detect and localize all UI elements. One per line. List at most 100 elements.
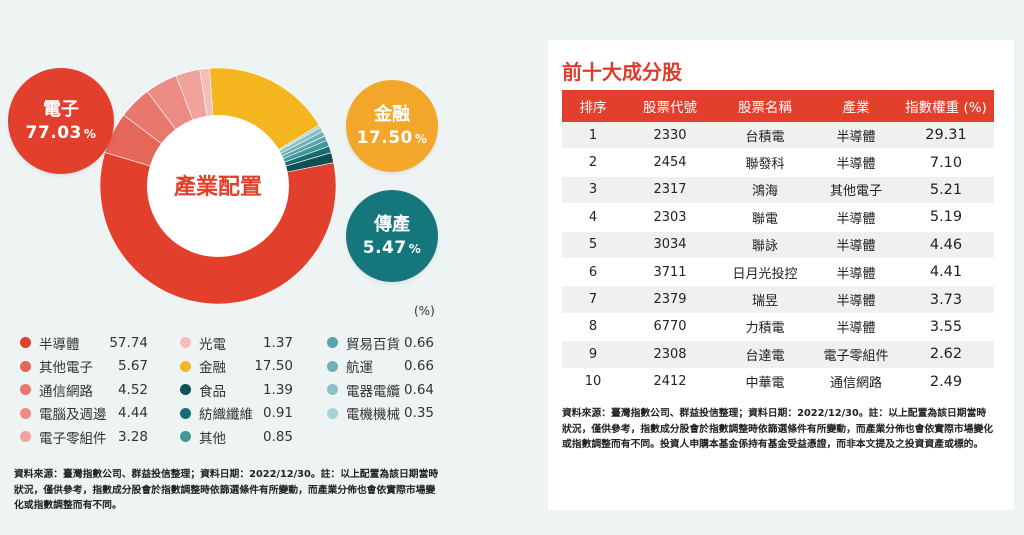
table-cell: 5 (562, 231, 624, 259)
legend-swatch (20, 384, 31, 396)
legend-value: 1.39 (262, 381, 293, 398)
table-cell: 6770 (624, 313, 716, 342)
legend-label: 通信網路 (39, 383, 93, 400)
table-cell: 7 (562, 285, 624, 314)
legend-item: 光電 1.37 (180, 331, 293, 355)
legend-value: 0.91 (262, 405, 293, 422)
table-row: 5 3034 聯詠 半導體 4.46 (562, 231, 994, 259)
table-cell: 電子零組件 (814, 340, 898, 369)
table-cell: 2.49 (898, 368, 994, 396)
table-header-cell: 股票名稱 (716, 90, 814, 122)
table-cell: 4.46 (898, 231, 994, 259)
table-cell: 6 (562, 258, 624, 287)
table-row: 1 2330 台積電 半導體 29.31 (562, 122, 994, 150)
table-cell: 鴻海 (716, 176, 814, 205)
legend-label: 航運 (346, 360, 373, 377)
legend-swatch (180, 384, 191, 396)
legend-swatch (180, 407, 191, 419)
legend-label: 其他電子 (39, 360, 93, 377)
table-cell: 台積電 (716, 122, 814, 150)
legend-swatch (20, 360, 31, 372)
table-cell: 半導體 (814, 313, 898, 342)
legend-item: 食品 1.39 (180, 378, 293, 402)
legend-value: 4.52 (117, 381, 148, 398)
table-cell: 2317 (624, 176, 716, 205)
legend-value: 57.74 (109, 334, 148, 351)
table-row: 9 2308 台達電 電子零組件 2.62 (562, 340, 994, 369)
legend-item: 紡織纖維 0.91 (180, 402, 293, 426)
table-cell: 2308 (624, 340, 716, 369)
legend-label: 電腦及週邊 (39, 407, 107, 424)
table-cell: 通信網路 (814, 368, 898, 396)
table-header-cell: 排序 (562, 90, 624, 122)
legend-item: 通信網路 4.52 (20, 378, 148, 402)
table-cell: 2379 (624, 285, 716, 314)
electronics-bubble-unit: % (83, 126, 97, 141)
legend-item: 金融 17.50 (180, 355, 293, 379)
table-cell: 3711 (624, 258, 716, 287)
legend-item: 電器電纜 0.64 (327, 378, 434, 402)
table-cell: 瑞昱 (716, 285, 814, 314)
traditional-bubble-unit: % (408, 241, 422, 256)
finance-bubble: 金融 17.50% (346, 80, 438, 172)
table-row: 10 2412 中華電 通信網路 2.49 (562, 368, 994, 396)
table-cell: 2412 (624, 368, 716, 396)
legend-label: 紡織纖維 (199, 407, 253, 424)
table-header-cell: 股票代號 (624, 90, 716, 122)
table-cell: 10 (562, 368, 624, 396)
legend-column-3: 貿易百貨 0.66 航運 0.66 電器電纜 0.64 電機機械 0.35 (327, 331, 434, 425)
legend-swatch (20, 431, 31, 443)
legend-item: 航運 0.66 (327, 355, 434, 379)
legend-item: 電子零組件 3.28 (20, 425, 148, 449)
traditional-bubble-name: 傳產 (374, 213, 410, 235)
table-cell: 聯發科 (716, 148, 814, 177)
legend-label: 食品 (199, 383, 226, 400)
legend-swatch (180, 431, 191, 443)
table-title: 前十大成分股 (562, 60, 682, 84)
table-cell: 半導體 (814, 122, 898, 150)
legend-swatch (327, 360, 338, 372)
legend-column-1: 半導體 57.74 其他電子 5.67 通信網路 4.52 電腦及週邊 4.44 電子零組件 3.… (20, 331, 148, 449)
table-cell: 7.10 (898, 148, 994, 177)
legend-value: 0.85 (262, 428, 293, 445)
legend-item: 電腦及週邊 4.44 (20, 402, 148, 426)
electronics-bubble-value: 77.03 (25, 122, 82, 143)
legend-label: 光電 (199, 336, 226, 353)
traditional-bubble: 傳產 5.47% (346, 190, 438, 282)
table-cell: 3034 (624, 231, 716, 259)
table-cell: 2.62 (898, 340, 994, 369)
table-cell: 2303 (624, 203, 716, 232)
table-cell: 聯電 (716, 203, 814, 232)
legend-label: 金融 (199, 360, 226, 377)
table-cell: 2330 (624, 122, 716, 150)
electronics-bubble: 電子 77.03% (8, 68, 114, 174)
legend-value: 17.50 (254, 358, 293, 375)
table-cell: 9 (562, 340, 624, 369)
legend-swatch (327, 384, 338, 396)
table-body: 1 2330 台積電 半導體 29.31 2 2454 聯發科 半導體 7.10 3 2317 鴻海 其他… (562, 122, 994, 396)
traditional-bubble-value: 5.47 (362, 237, 407, 258)
table-cell: 2 (562, 148, 624, 177)
legend-item: 半導體 57.74 (20, 331, 148, 355)
table-cell: 2454 (624, 148, 716, 177)
table-cell: 8 (562, 313, 624, 342)
table-row: 3 2317 鴻海 其他電子 5.21 (562, 176, 994, 205)
legend-item: 電機機械 0.35 (327, 402, 434, 426)
legend-item: 貿易百貨 0.66 (327, 331, 434, 355)
table-cell: 1 (562, 122, 624, 150)
table-cell: 3.73 (898, 285, 994, 314)
table-cell: 中華電 (716, 368, 814, 396)
table-cell: 3 (562, 176, 624, 205)
table-cell: 4 (562, 203, 624, 232)
legend-label: 其他 (199, 430, 226, 447)
legend-item: 其他 0.85 (180, 425, 293, 449)
table-cell: 台達電 (716, 340, 814, 369)
table-cell: 半導體 (814, 258, 898, 287)
legend-label: 電子零組件 (39, 430, 107, 447)
table-cell: 4.41 (898, 258, 994, 287)
table-row: 2 2454 聯發科 半導體 7.10 (562, 148, 994, 177)
table-cell: 半導體 (814, 148, 898, 177)
left-source-note: 資料來源：臺灣指數公司、群益投信整理；資料日期：2022/12/30。註：以上配… (14, 469, 439, 511)
table-cell: 日月光投控 (716, 258, 814, 287)
legend-label: 半導體 (39, 336, 80, 353)
